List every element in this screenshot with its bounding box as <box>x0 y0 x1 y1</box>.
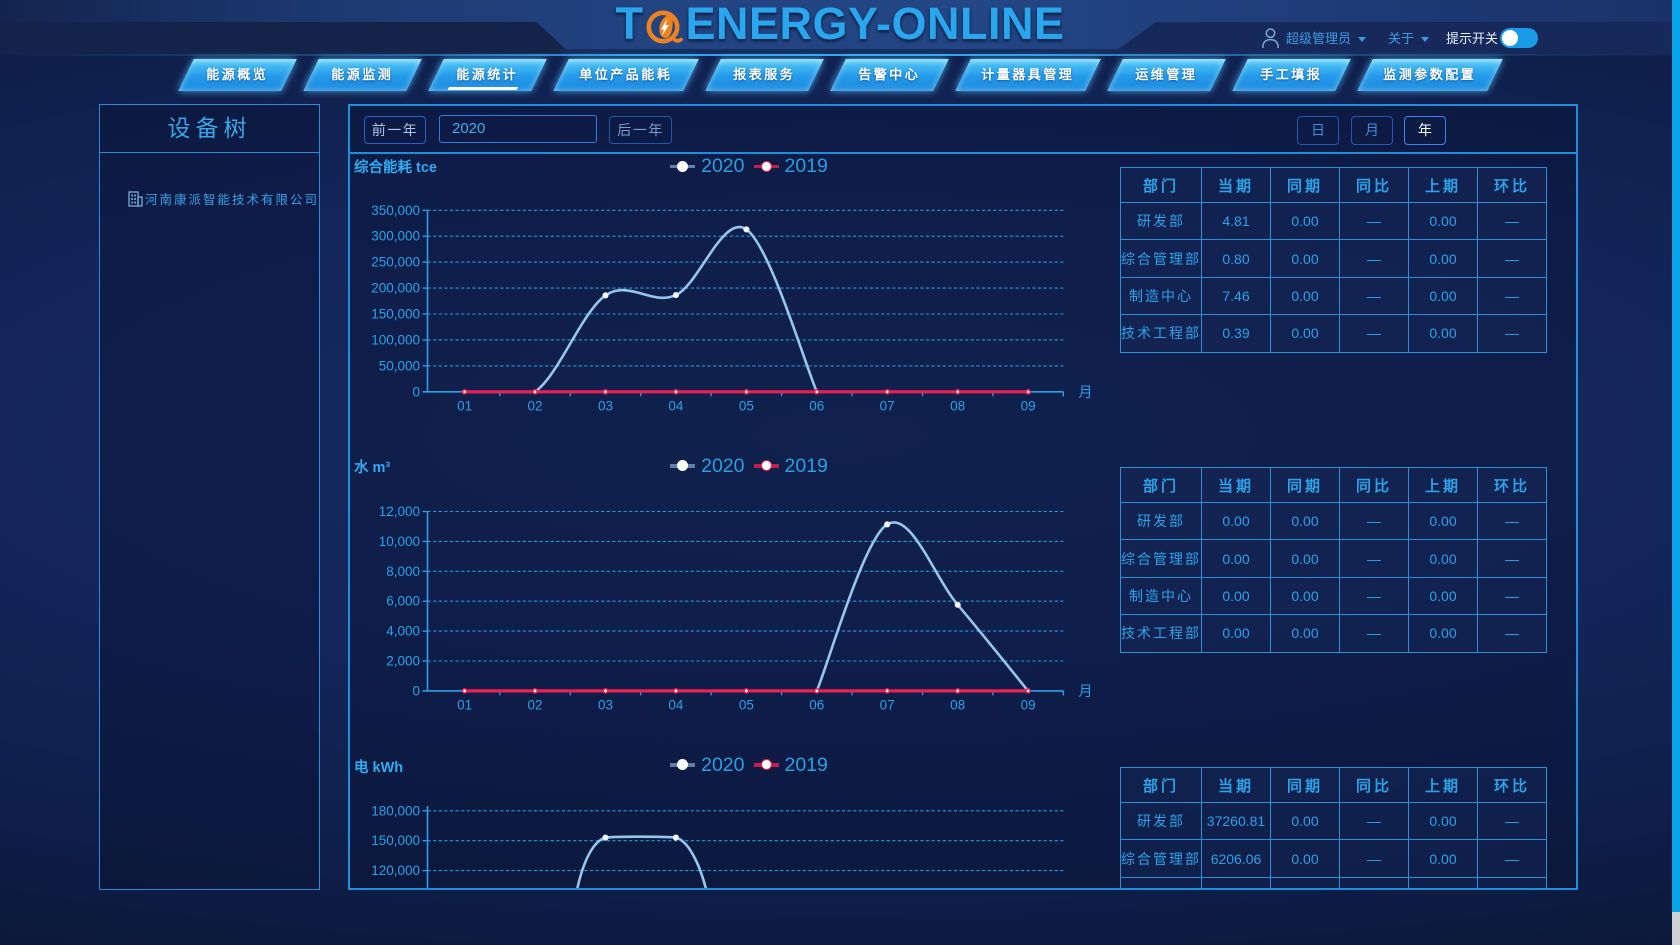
svg-text:03: 03 <box>598 398 613 413</box>
svg-text:200,000: 200,000 <box>371 281 420 296</box>
svg-text:6,000: 6,000 <box>386 594 420 609</box>
svg-text:10,000: 10,000 <box>379 534 420 549</box>
svg-text:8,000: 8,000 <box>386 564 420 579</box>
svg-text:08: 08 <box>950 398 965 413</box>
svg-text:0: 0 <box>412 384 420 399</box>
svg-text:4,000: 4,000 <box>386 624 420 639</box>
svg-text:02: 02 <box>527 697 542 712</box>
svg-text:0: 0 <box>412 683 420 698</box>
svg-text:月: 月 <box>1079 384 1093 400</box>
svg-text:04: 04 <box>668 697 684 712</box>
svg-text:09: 09 <box>1021 398 1036 413</box>
svg-text:04: 04 <box>668 398 684 413</box>
svg-text:100,000: 100,000 <box>371 332 420 347</box>
svg-text:12,000: 12,000 <box>379 504 420 519</box>
svg-text:2,000: 2,000 <box>386 654 420 669</box>
svg-text:150,000: 150,000 <box>371 833 420 848</box>
svg-text:50,000: 50,000 <box>379 358 420 373</box>
svg-text:01: 01 <box>457 398 472 413</box>
svg-text:03: 03 <box>598 697 613 712</box>
svg-text:120,000: 120,000 <box>371 863 420 878</box>
svg-text:250,000: 250,000 <box>371 255 420 270</box>
svg-text:07: 07 <box>880 697 895 712</box>
svg-text:300,000: 300,000 <box>371 229 420 244</box>
svg-text:08: 08 <box>950 697 965 712</box>
svg-text:02: 02 <box>527 398 542 413</box>
svg-text:180,000: 180,000 <box>371 803 420 818</box>
svg-text:06: 06 <box>809 398 824 413</box>
svg-text:350,000: 350,000 <box>371 203 420 218</box>
svg-text:05: 05 <box>739 697 754 712</box>
svg-text:月: 月 <box>1079 683 1093 699</box>
svg-text:05: 05 <box>739 398 754 413</box>
svg-text:09: 09 <box>1021 697 1036 712</box>
svg-text:150,000: 150,000 <box>371 307 420 322</box>
svg-text:07: 07 <box>880 398 895 413</box>
svg-text:01: 01 <box>457 697 472 712</box>
svg-text:06: 06 <box>809 697 824 712</box>
